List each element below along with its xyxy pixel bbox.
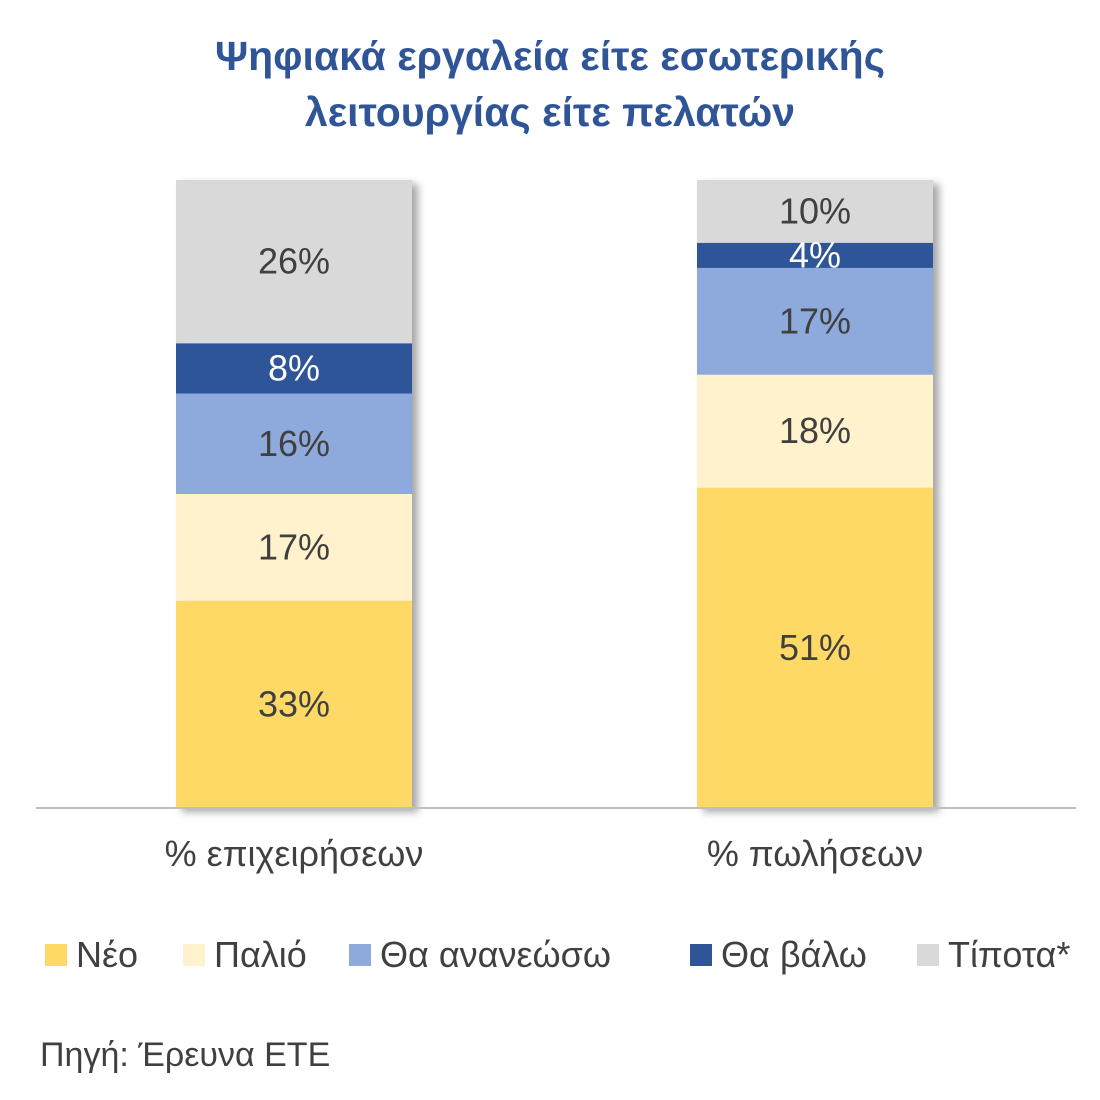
legend-swatch [690, 944, 712, 966]
bar-segment [176, 600, 412, 808]
legend-swatch [917, 944, 939, 966]
data-label: 16% [258, 423, 330, 464]
bar-segment [697, 242, 933, 268]
legend-label: Τίποτα* [948, 934, 1070, 975]
bar-segment [176, 393, 412, 494]
data-label: 17% [779, 300, 851, 341]
legend-item: Παλιό [183, 934, 307, 975]
legend-swatch [183, 944, 205, 966]
legend-swatch [349, 944, 371, 966]
chart-title: Ψηφιακά εργαλεία είτε εσωτερικής λειτουρ… [0, 28, 1100, 140]
legend-item: Θα ανανεώσω [349, 934, 611, 975]
data-label: 10% [779, 190, 851, 231]
bar-segment [697, 487, 933, 808]
data-label: 51% [779, 627, 851, 668]
legend-label: Παλιό [214, 934, 307, 975]
data-label: 17% [258, 526, 330, 567]
data-label: 26% [258, 241, 330, 282]
data-label: 18% [779, 410, 851, 451]
bar-stack [176, 180, 412, 808]
bar-segment [697, 267, 933, 375]
x-tick-label: % πωλήσεων [707, 833, 923, 874]
legend-item: Νέο [45, 934, 138, 975]
bar-segment [176, 494, 412, 601]
data-label: 33% [258, 683, 330, 724]
data-label: 8% [268, 347, 320, 388]
legend-label: Θα ανανεώσω [380, 934, 611, 975]
legend-item: Θα βάλω [690, 934, 867, 975]
bar-segment [176, 343, 412, 394]
legend-item: Τίποτα* [917, 934, 1070, 975]
bar-stack [697, 180, 933, 808]
chart-title-line-1: Ψηφιακά εργαλεία είτε εσωτερικής [214, 33, 886, 79]
source-note: Πηγή: Έρευνα ΕΤΕ [40, 1036, 331, 1074]
bar-segment [697, 180, 933, 243]
x-tick-label: % επιχειρήσεων [165, 833, 424, 874]
bar-segment [697, 374, 933, 488]
legend-label: Νέο [76, 934, 138, 975]
legend-swatch [45, 944, 67, 966]
chart-title-line-2: λειτουργίας είτε πελατών [304, 89, 796, 135]
bar-segment [176, 180, 412, 344]
data-label: 4% [789, 234, 841, 275]
legend-label: Θα βάλω [721, 934, 867, 975]
